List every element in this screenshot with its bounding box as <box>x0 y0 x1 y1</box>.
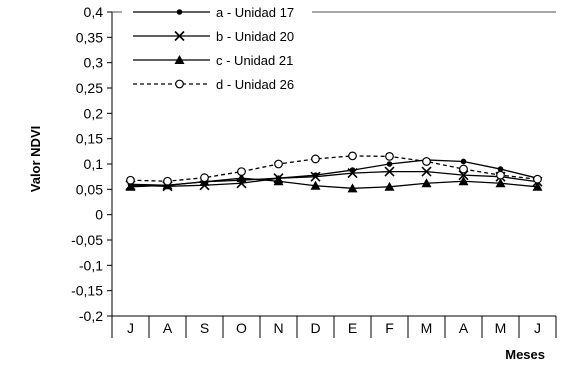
y-tick-label: 0,15 <box>76 131 103 147</box>
series-4 <box>126 151 542 186</box>
series-marker <box>311 154 320 164</box>
series-marker <box>422 157 431 166</box>
y-tick-label: -0,05 <box>71 232 103 248</box>
y-tick-label: 0,25 <box>76 80 103 96</box>
legend-label: a - Unidad 17 <box>216 5 294 20</box>
y-tick-label: 0,4 <box>84 4 104 20</box>
legend-label: c - Unidad 21 <box>216 53 293 68</box>
series-line <box>130 170 538 187</box>
x-tick-label: A <box>163 320 173 336</box>
series-marker <box>163 176 172 186</box>
series-marker <box>532 181 543 191</box>
series-layer <box>125 151 543 193</box>
legend-label: d - Unidad 26 <box>216 77 294 92</box>
y-tick-label: 0,1 <box>84 156 104 172</box>
x-tick-label: D <box>310 320 320 336</box>
series-line <box>130 155 538 182</box>
y-tick-label: 0 <box>95 207 103 223</box>
series-line <box>130 177 538 189</box>
series-marker <box>385 151 394 161</box>
series-3 <box>125 173 543 193</box>
legend-background <box>122 2 312 98</box>
series-marker <box>533 174 542 184</box>
x-tick-label: A <box>459 320 469 336</box>
series-marker <box>459 164 468 174</box>
legend-swatch-marker <box>174 55 185 64</box>
x-tick-label: J <box>127 320 134 336</box>
series-marker <box>460 158 467 165</box>
series-marker <box>497 166 504 172</box>
series-marker <box>348 151 357 161</box>
series-marker <box>126 175 135 185</box>
series-marker-stroke-b <box>384 166 395 177</box>
x-tick-label: N <box>273 320 283 336</box>
series-marker-stroke-b <box>421 166 432 177</box>
series-marker <box>310 171 321 182</box>
series-marker <box>384 181 395 191</box>
series-marker <box>384 166 395 177</box>
y-tick-label: 0,3 <box>84 55 104 71</box>
y-tick-label: -0,1 <box>79 257 103 273</box>
series-marker <box>421 178 432 188</box>
x-tick-label: S <box>200 320 209 336</box>
legend: a - Unidad 17 b - Unidad 20 c - Unidad 21 d… <box>122 2 312 98</box>
legend-swatch-marker-stroke-b <box>174 30 185 42</box>
legend-label: b - Unidad 20 <box>216 29 294 44</box>
series-marker <box>458 176 469 186</box>
x-tick-label: J <box>534 320 541 336</box>
y-tick-label: 0,2 <box>84 105 104 121</box>
legend-swatch-marker <box>174 30 185 42</box>
series-marker <box>347 168 358 179</box>
y-tick-label: -0,15 <box>71 283 103 299</box>
y-tick-label: 0,05 <box>76 181 103 197</box>
y-axis-title: Valor NDVI <box>28 126 43 192</box>
series-marker <box>496 170 505 180</box>
series-marker <box>347 183 358 193</box>
series-marker <box>273 176 284 186</box>
y-tick-label: 0,35 <box>76 29 103 45</box>
series-marker <box>200 173 209 183</box>
series-marker-stroke-b <box>310 171 321 182</box>
series-marker <box>274 159 283 169</box>
x-tick-label: M <box>495 320 507 336</box>
x-tick-label: O <box>236 320 247 336</box>
legend-swatch-marker <box>176 9 183 15</box>
series-marker <box>236 173 247 183</box>
series-marker-stroke-b <box>347 168 358 179</box>
legend-swatch-marker <box>175 79 184 89</box>
x-tick-label: F <box>385 320 394 336</box>
y-tick-label: -0,2 <box>79 308 103 324</box>
x-tick-label: M <box>421 320 433 336</box>
x-axis-title: Meses <box>505 347 545 362</box>
axis-layer: 0,4 0,35 0,3 0,25 0,2 0,15 0,1 0,05 0 -0,05 -0,1 -0… <box>71 4 557 338</box>
series-marker <box>125 181 136 191</box>
series-marker <box>310 180 321 190</box>
series-marker <box>237 167 246 177</box>
x-tick-label: E <box>348 320 357 336</box>
series-marker <box>421 166 432 177</box>
series-marker <box>495 178 506 188</box>
series-marker <box>386 161 393 167</box>
